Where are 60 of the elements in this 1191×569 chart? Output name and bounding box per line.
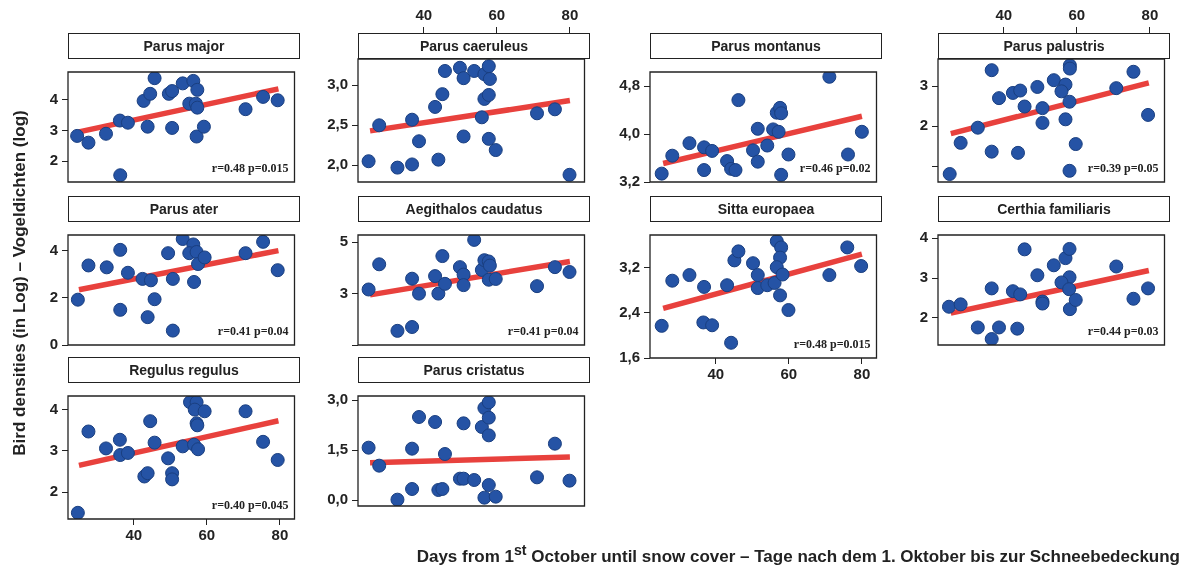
y-tick-label: 2 xyxy=(49,151,58,169)
y-tick-label: 4 xyxy=(919,228,929,246)
y-axis-title: Bird densities (in Log) – Vogeldichten (log) xyxy=(10,110,30,456)
y-tick-label: 1,6 xyxy=(619,348,640,366)
y-tick-label: 4,0 xyxy=(619,124,640,142)
y-tick-label: 0 xyxy=(49,335,58,353)
y-tick-label: 3 xyxy=(919,268,928,286)
y-tick-label: 2 xyxy=(919,308,928,326)
x-tick-label: 80 xyxy=(271,526,289,544)
y-tick-label: 3,2 xyxy=(619,172,640,190)
x-tick-label: 40 xyxy=(415,6,433,24)
y-tick-label: 3 xyxy=(49,120,58,138)
x-tick-label: 60 xyxy=(488,6,506,24)
y-tick-label: 2,0 xyxy=(327,155,348,173)
x-tick-label: 60 xyxy=(780,365,798,383)
x-tick-label: 80 xyxy=(1141,6,1159,24)
annotation: r=0.39 p=0.05 xyxy=(1087,161,1159,176)
x-tick-label: 60 xyxy=(198,526,216,544)
x-tick-label: 40 xyxy=(707,365,725,383)
chart-title: Parus ater xyxy=(68,196,300,222)
chart-title: Sitta europaea xyxy=(650,196,882,222)
y-tick-label: 2,5 xyxy=(327,115,348,133)
x-tick-label: 80 xyxy=(853,365,871,383)
x-tick-label: 40 xyxy=(125,526,143,544)
y-tick-label: 0,0 xyxy=(327,490,348,508)
x-axis-title: Days from 1$^{st}$ October until snow cover – Tage nach dem 1. Oktober bis zur Schneebedeckung xyxy=(416,542,1180,567)
y-tick-label: 4 xyxy=(49,89,59,107)
y-tick-label: 2 xyxy=(49,482,58,500)
chart-title: Parus major xyxy=(68,33,300,59)
y-tick-label: 3,2 xyxy=(619,257,640,275)
y-tick-label: 4 xyxy=(49,240,59,258)
annotation: r=0.41 p=0.04 xyxy=(217,324,289,339)
y-tick-label: 4,8 xyxy=(619,76,640,94)
y-tick-label: 3,0 xyxy=(327,390,348,408)
y-tick-label: 1,5 xyxy=(327,440,348,458)
x-tick-label: 40 xyxy=(995,6,1013,24)
x-tick-label: 80 xyxy=(561,6,579,24)
chart-title: Parus palustris xyxy=(938,33,1170,59)
y-tick-label: 2 xyxy=(49,287,58,305)
chart-title: Aegithalos caudatus xyxy=(358,196,590,222)
chart-title: Regulus regulus xyxy=(68,357,300,383)
y-tick-label: 3 xyxy=(49,441,58,459)
chart-title: Parus cristatus xyxy=(358,357,590,383)
y-tick-label: 5 xyxy=(339,232,348,250)
y-tick-label: 3 xyxy=(919,76,928,94)
annotation: r=0.48 p=0.015 xyxy=(211,161,289,176)
annotation: r=0.44 p=0.03 xyxy=(1087,324,1159,339)
x-tick-label: 60 xyxy=(1068,6,1086,24)
y-tick-label: 2,4 xyxy=(619,303,641,320)
annotation: r=0.41 p=0.04 xyxy=(507,324,579,339)
chart-title: Parus caeruleus xyxy=(358,33,590,59)
y-tick-label: 4 xyxy=(49,399,59,417)
annotation: r=0.48 p=0.015 xyxy=(793,337,871,352)
annotation: r=0.40 p=0.045 xyxy=(211,498,289,513)
chart-title: Certhia familiaris xyxy=(938,196,1170,222)
annotation: r=0.46 p=0.02 xyxy=(799,161,871,176)
y-tick-label: 2 xyxy=(919,116,928,134)
y-tick-label: 3,0 xyxy=(327,75,348,93)
chart-title: Parus montanus xyxy=(650,33,882,59)
y-tick-label: 3 xyxy=(339,283,348,301)
